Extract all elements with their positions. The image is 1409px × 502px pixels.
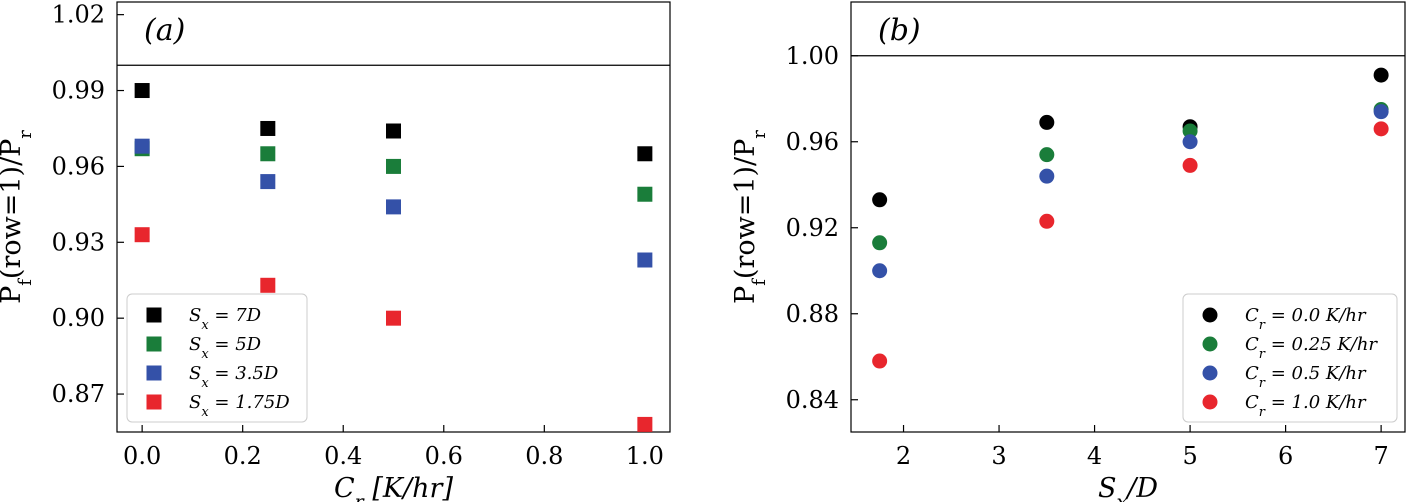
data-point-series-2 <box>260 174 276 190</box>
legend-marker <box>1202 394 1218 410</box>
legend-label: Sx = 7D <box>189 305 262 333</box>
y-tick-label: 0.92 <box>786 214 839 242</box>
legend-frame <box>126 293 308 423</box>
x-axis-label: Sx/D <box>1098 473 1158 502</box>
data-point-series-2 <box>134 138 150 154</box>
y-tick-label: 0.93 <box>52 228 105 256</box>
legend-label: Cr = 0.25 K/hr <box>1245 334 1378 362</box>
y-tick-label: 1.00 <box>786 42 839 70</box>
legend-marker <box>1202 365 1218 381</box>
x-axis-label: Cr [K/hr] <box>334 473 453 502</box>
x-tick-label: 0.0 <box>123 442 161 470</box>
y-tick-label: 0.96 <box>52 152 105 180</box>
legend-label: Sx = 1.75D <box>189 392 290 420</box>
data-point-series-1 <box>1182 123 1198 139</box>
data-point-series-3 <box>1182 157 1198 173</box>
x-tick-label: 0.6 <box>425 442 463 470</box>
y-tick-label: 0.88 <box>786 300 839 328</box>
data-point-series-1 <box>1039 147 1055 163</box>
data-point-series-2 <box>386 199 401 215</box>
data-point-series-3 <box>637 416 653 432</box>
data-point-series-2 <box>637 252 653 268</box>
data-point-series-3 <box>1373 121 1389 137</box>
x-tick-label: 0.2 <box>224 442 262 470</box>
legend-label: Cr = 0.5 K/hr <box>1245 363 1367 391</box>
legend-marker <box>1202 336 1218 352</box>
legend-label: Sx = 3.5D <box>189 363 279 391</box>
data-point-series-1 <box>637 186 653 202</box>
panel-b: 2 3 4 5 6 7 0.84 0.88 0.92 0.96 1.00 Sx/D Pf(row=1)/… <box>730 1 1406 502</box>
y-tick-label: 1.02 <box>52 1 105 29</box>
legend-label: Cr = 0.0 K/hr <box>1245 305 1367 333</box>
data-point-series-1 <box>260 146 276 162</box>
x-tick-label: 0.8 <box>525 442 563 470</box>
legend-marker <box>146 307 162 323</box>
data-point-series-1 <box>872 235 888 251</box>
legend-marker <box>146 394 162 410</box>
plot-frame <box>116 1 671 433</box>
panel-label: (b) <box>878 13 921 48</box>
legend-marker <box>1202 307 1218 323</box>
y-axis-label: Pf(row=1)/Pr <box>730 130 770 304</box>
legend-frame <box>1182 293 1398 423</box>
panel-a: 0.0 0.2 0.4 0.6 0.8 1.0 0.87 0.90 0.93 0.96 0.99 1.… <box>0 1 671 502</box>
data-point-series-0 <box>637 146 653 162</box>
legend-label: Cr = 1.0 K/hr <box>1245 392 1367 420</box>
data-point-series-2 <box>1182 134 1198 150</box>
x-tick-label: 4 <box>1087 442 1102 470</box>
x-tick-label: 5 <box>1182 442 1197 470</box>
data-point-series-3 <box>872 353 888 369</box>
y-tick-label: 0.90 <box>52 304 105 332</box>
data-point-series-0 <box>1373 67 1389 83</box>
data-point-series-0 <box>260 120 276 136</box>
y-tick-label: 0.96 <box>786 128 839 156</box>
data-point-series-3 <box>260 277 276 293</box>
data-point-series-0 <box>386 123 401 139</box>
data-point-series-2 <box>872 263 888 279</box>
data-point-series-2 <box>1039 168 1055 184</box>
legend-marker <box>146 365 162 381</box>
data-point-series-3 <box>1039 213 1055 229</box>
x-tick-label: 7 <box>1373 442 1388 470</box>
data-point-series-0 <box>1039 114 1055 130</box>
y-tick-label: 0.99 <box>52 77 105 105</box>
legend-label: Sx = 5D <box>189 334 262 362</box>
x-tick-label: 6 <box>1278 442 1293 470</box>
x-tick-label: 3 <box>991 442 1006 470</box>
x-tick-label: 1.0 <box>626 442 664 470</box>
data-point-series-2 <box>1373 104 1389 120</box>
legend-marker <box>146 336 162 352</box>
y-tick-label: 0.87 <box>52 380 105 408</box>
data-point-series-3 <box>386 310 401 326</box>
plot-frame <box>850 1 1406 433</box>
y-tick-label: 0.84 <box>786 386 839 414</box>
data-point-series-0 <box>872 192 888 208</box>
x-tick-label: 2 <box>896 442 911 470</box>
data-point-series-1 <box>386 158 401 174</box>
panel-label: (a) <box>144 13 185 48</box>
data-point-series-3 <box>134 227 150 243</box>
y-axis-label: Pf(row=1)/Pr <box>0 130 36 304</box>
x-tick-label: 0.4 <box>324 442 362 470</box>
data-point-series-0 <box>134 83 150 99</box>
